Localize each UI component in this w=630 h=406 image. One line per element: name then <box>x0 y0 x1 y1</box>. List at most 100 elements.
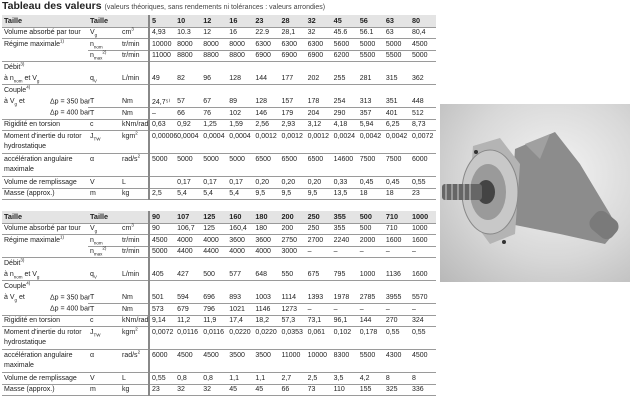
value-cell: 32 <box>305 27 332 39</box>
value-cell: 73,1 <box>305 315 332 327</box>
table-row: Débit3) <box>2 257 436 270</box>
symbol: c <box>88 119 120 131</box>
value-cell: 0,45 <box>357 176 384 189</box>
value-cell: 0,178 <box>357 326 384 350</box>
value-cell: 4,18 <box>331 119 358 131</box>
value-cell: 28,1 <box>279 27 306 39</box>
value-cell: 5000 <box>201 153 228 177</box>
row-label <box>2 50 88 62</box>
value-cell: 63 <box>383 15 410 28</box>
value-cell <box>410 258 436 270</box>
value-cell: 448 <box>409 96 437 108</box>
value-cell: 7500 <box>357 153 384 177</box>
value-cell <box>147 61 176 73</box>
row-label: Δp = 400 bar <box>2 107 91 120</box>
value-cell: 45 <box>331 15 358 28</box>
unit: kNm/rad <box>120 315 149 327</box>
row-label: Volume de remplissage <box>2 372 88 385</box>
value-cell: 5 <box>147 15 176 28</box>
unit <box>120 85 149 97</box>
value-cell: – <box>409 303 437 316</box>
value-cell: 178 <box>305 96 332 108</box>
table-row: Masse (approx.) m kg 23 32 32 45 45 66 73 110 155 32… <box>2 384 437 396</box>
subscript: nom <box>93 240 103 246</box>
value-cell: 200 <box>279 223 306 235</box>
value-cell: 5,4 <box>227 188 254 200</box>
value-cell: 710 <box>383 223 410 235</box>
table-row: Masse (approx.) m kg 2,5 5,4 5,4 5,4 9,5 9,5 9,5 1… <box>2 188 437 200</box>
value-cell: 1600 <box>409 269 437 281</box>
value-cell: 0,0024 <box>331 130 358 154</box>
value-cell: 4500 <box>175 349 202 373</box>
value-cell: 6900 <box>253 50 280 62</box>
value-cell: 5500 <box>383 50 410 62</box>
value-cell: 5570 <box>409 292 437 304</box>
symbol: JTW <box>88 130 120 154</box>
value-cell: – <box>331 303 358 316</box>
unit: rad/s2 <box>120 153 149 177</box>
value-cell: 501 <box>147 292 176 304</box>
value-cell: 177 <box>279 73 306 85</box>
row-label: Couple4) <box>4 84 31 94</box>
value-cell <box>279 281 305 293</box>
value-cell: 0,0042 <box>383 130 410 154</box>
symbol: T <box>88 303 120 316</box>
value-cell <box>147 257 176 269</box>
value-cell <box>147 84 176 96</box>
value-cell: 281 <box>357 73 384 85</box>
value-cell: 10.3 <box>175 27 202 39</box>
value-cell: 0,63 <box>147 119 176 131</box>
row-label: Régime maximale1) <box>4 234 65 244</box>
value-cell: 18,2 <box>253 315 280 327</box>
value-cell: 1000 <box>409 211 437 224</box>
value-cell <box>332 281 358 293</box>
condition-label: Δp = 400 bar <box>50 109 91 117</box>
value-cell: 594 <box>175 292 202 304</box>
value-cell: 679 <box>175 303 202 316</box>
unit: tr/min <box>120 50 149 62</box>
symbol: m <box>88 384 120 396</box>
values-table-2: Taille Taille 90 107 125 160 180 200 250 355 500 71… <box>2 211 437 396</box>
value-cell: 3000 <box>279 246 306 258</box>
table-row: nmax2) tr/min 5000 4400 4400 4000 4000 3000– – – –… <box>2 246 437 258</box>
supscript: 3 <box>131 26 134 32</box>
value-cell: – <box>147 107 176 120</box>
value-cell: 128 <box>253 96 280 108</box>
value-cell: 5600 <box>331 38 358 51</box>
value-cell: 796 <box>201 303 228 316</box>
value-cell: 362 <box>409 73 437 85</box>
value-cell: 795 <box>331 269 358 281</box>
value-cell: 3,12 <box>305 119 332 131</box>
value-cell: 6500 <box>253 153 280 177</box>
unit: cm3 <box>120 223 149 235</box>
value-cell: 6500 <box>279 153 306 177</box>
value-cell: 648 <box>253 269 280 281</box>
value-cell <box>384 281 410 293</box>
value-cell: 336 <box>409 384 437 396</box>
value-cell <box>332 62 358 74</box>
value-cell <box>175 62 201 74</box>
value-cell: 6200 <box>331 50 358 62</box>
supscript: 2) <box>102 49 107 55</box>
value-cell: 6300 <box>253 38 280 51</box>
symbol <box>88 281 120 293</box>
value-cell: 4300 <box>383 349 410 373</box>
value-cell: 0,0012 <box>279 130 306 154</box>
symbol: Taille <box>88 15 120 28</box>
supscript: 1) <box>60 234 65 240</box>
value-cell: 14600 <box>331 153 358 177</box>
value-cell: 5000 <box>175 153 202 177</box>
value-cell: 1393 <box>305 292 332 304</box>
table-row: Débit3) <box>2 61 436 74</box>
value-cell: 290 <box>331 107 358 120</box>
value-cell <box>332 258 358 270</box>
value-cell: 250 <box>305 211 332 224</box>
unit: cm3 <box>120 27 149 39</box>
value-cell: 1000 <box>409 223 437 235</box>
value-cell: 57,3 <box>279 315 306 327</box>
value-cell: 90 <box>147 223 176 235</box>
value-cell <box>253 258 279 270</box>
value-cell: 8800 <box>201 50 228 62</box>
value-cell: 12 <box>201 15 228 28</box>
value-cell: 5000 <box>409 50 437 62</box>
